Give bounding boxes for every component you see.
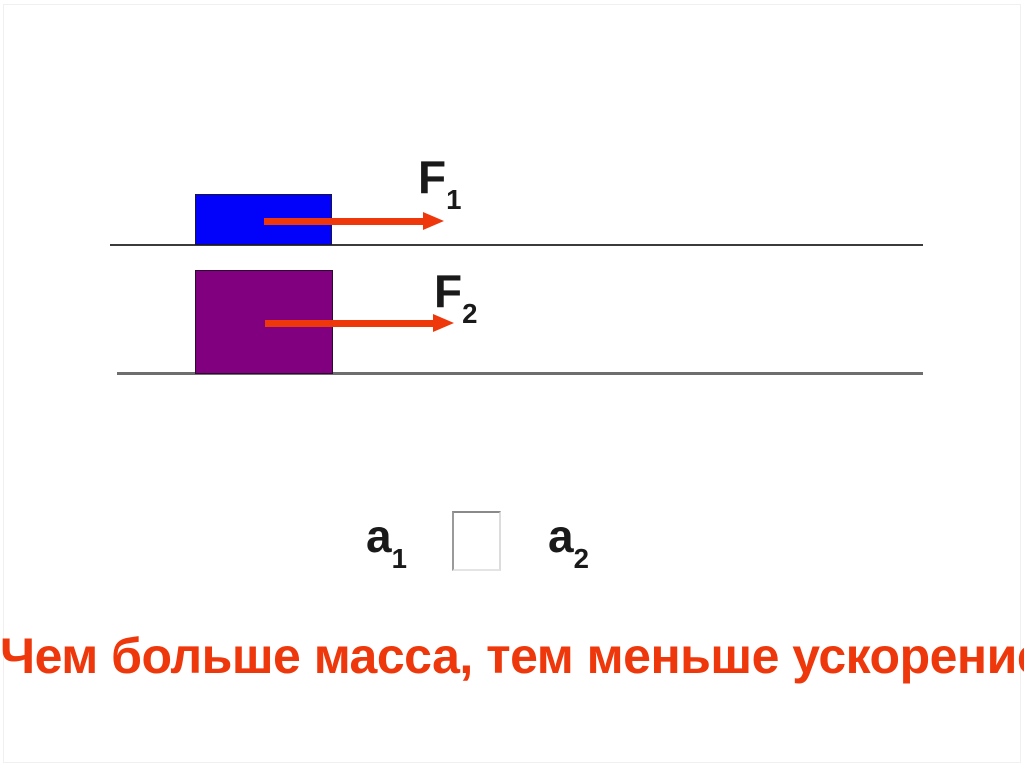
surface-line-2 [117, 372, 923, 375]
surface-line-1 [110, 244, 923, 246]
accel-label-a2-base: a [548, 510, 574, 562]
accel-label-a1-base: a [366, 510, 392, 562]
accel-label-a2: a2 [548, 510, 589, 573]
conclusion-text: Чем больше масса, тем меньше ускорение. [0, 628, 1024, 684]
force-label-f2-base: F [434, 265, 463, 317]
accel-label-a1: a1 [366, 510, 407, 573]
force-label-f2: F2 [434, 265, 477, 328]
accel-label-a1-sub: 1 [391, 543, 407, 575]
force-label-f2-sub: 2 [462, 298, 478, 330]
accel-label-a2-sub: 2 [573, 543, 589, 575]
force-label-f1-sub: 1 [446, 184, 462, 216]
force-label-f1-base: F [418, 151, 447, 203]
force-arrow-f2-head [433, 314, 454, 332]
force-arrow-f1-head [423, 212, 444, 230]
force-arrow-f1-shaft [264, 218, 425, 225]
force-arrow-f2-shaft [265, 320, 435, 327]
comparison-answer-box[interactable] [452, 511, 501, 571]
force-label-f1: F1 [418, 151, 461, 214]
